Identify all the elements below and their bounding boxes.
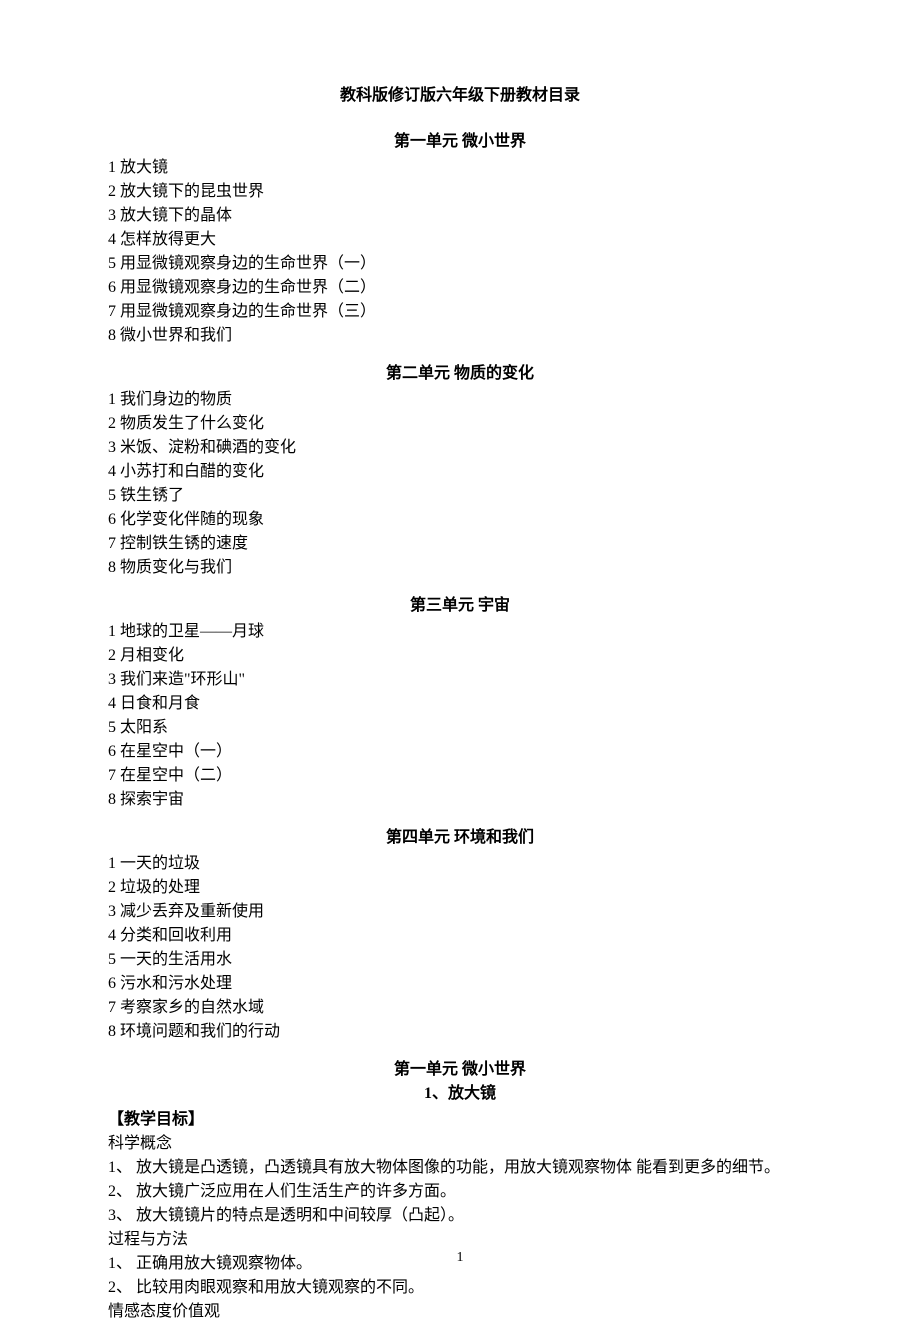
point: 2、 放大镜广泛应用在人们生活生产的许多方面。	[108, 1180, 812, 1204]
toc-item: 1 我们身边的物质	[108, 388, 812, 412]
toc-item: 1 放大镜	[108, 156, 812, 180]
toc-item: 3 减少丢弃及重新使用	[108, 900, 812, 924]
toc-item: 5 用显微镜观察身边的生命世界（一）	[108, 252, 812, 276]
toc-item: 3 我们来造"环形山"	[108, 668, 812, 692]
toc-item: 8 微小世界和我们	[108, 324, 812, 348]
toc-item: 3 放大镜下的晶体	[108, 204, 812, 228]
toc-item: 5 铁生锈了	[108, 484, 812, 508]
unit-4-list: 1 一天的垃圾 2 垃圾的处理 3 减少丢弃及重新使用 4 分类和回收利用 5 …	[108, 852, 812, 1044]
toc-item: 6 在星空中（一）	[108, 740, 812, 764]
unit-1: 第一单元 微小世界 1 放大镜 2 放大镜下的昆虫世界 3 放大镜下的晶体 4 …	[108, 130, 812, 348]
toc-item: 2 放大镜下的昆虫世界	[108, 180, 812, 204]
toc-item: 7 考察家乡的自然水域	[108, 996, 812, 1020]
toc-item: 1 地球的卫星——月球	[108, 620, 812, 644]
toc-item: 6 用显微镜观察身边的生命世界（二）	[108, 276, 812, 300]
toc-item: 8 环境问题和我们的行动	[108, 1020, 812, 1044]
toc-item: 8 物质变化与我们	[108, 556, 812, 580]
lesson-unit-line: 第一单元 微小世界	[108, 1058, 812, 1082]
toc-item: 7 在星空中（二）	[108, 764, 812, 788]
unit-2: 第二单元 物质的变化 1 我们身边的物质 2 物质发生了什么变化 3 米饭、淀粉…	[108, 362, 812, 580]
toc-item: 1 一天的垃圾	[108, 852, 812, 876]
document-title: 教科版修订版六年级下册教材目录	[108, 84, 812, 108]
unit-1-list: 1 放大镜 2 放大镜下的昆虫世界 3 放大镜下的晶体 4 怎样放得更大 5 用…	[108, 156, 812, 348]
section-label: 情感态度价值观	[108, 1300, 812, 1324]
toc-item: 7 控制铁生锈的速度	[108, 532, 812, 556]
toc-item: 4 日食和月食	[108, 692, 812, 716]
unit-4-header: 第四单元 环境和我们	[108, 826, 812, 850]
unit-2-header: 第二单元 物质的变化	[108, 362, 812, 386]
toc-item: 5 太阳系	[108, 716, 812, 740]
point: 3、 放大镜镜片的特点是透明和中间较厚（凸起）。	[108, 1204, 812, 1228]
point: 1、 放大镜是凸透镜，凸透镜具有放大物体图像的功能，用放大镜观察物体 能看到更多…	[108, 1156, 812, 1180]
unit-3: 第三单元 宇宙 1 地球的卫星——月球 2 月相变化 3 我们来造"环形山" 4…	[108, 594, 812, 812]
unit-4: 第四单元 环境和我们 1 一天的垃圾 2 垃圾的处理 3 减少丢弃及重新使用 4…	[108, 826, 812, 1044]
point: 2、 比较用肉眼观察和用放大镜观察的不同。	[108, 1276, 812, 1300]
toc-item: 7 用显微镜观察身边的生命世界（三）	[108, 300, 812, 324]
unit-3-header: 第三单元 宇宙	[108, 594, 812, 618]
page-number: 1	[0, 1247, 920, 1268]
toc-item: 2 物质发生了什么变化	[108, 412, 812, 436]
unit-1-header: 第一单元 微小世界	[108, 130, 812, 154]
toc-item: 4 怎样放得更大	[108, 228, 812, 252]
goal-heading: 【教学目标】	[108, 1108, 812, 1132]
unit-2-list: 1 我们身边的物质 2 物质发生了什么变化 3 米饭、淀粉和碘酒的变化 4 小苏…	[108, 388, 812, 580]
toc-item: 4 分类和回收利用	[108, 924, 812, 948]
unit-3-list: 1 地球的卫星——月球 2 月相变化 3 我们来造"环形山" 4 日食和月食 5…	[108, 620, 812, 812]
toc-item: 2 月相变化	[108, 644, 812, 668]
lesson-title-line: 1、放大镜	[108, 1082, 812, 1106]
toc-item: 5 一天的生活用水	[108, 948, 812, 972]
toc-item: 2 垃圾的处理	[108, 876, 812, 900]
section-label: 科学概念	[108, 1132, 812, 1156]
toc-item: 8 探索宇宙	[108, 788, 812, 812]
toc-item: 6 污水和污水处理	[108, 972, 812, 996]
toc-item: 3 米饭、淀粉和碘酒的变化	[108, 436, 812, 460]
toc-item: 4 小苏打和白醋的变化	[108, 460, 812, 484]
toc-item: 6 化学变化伴随的现象	[108, 508, 812, 532]
